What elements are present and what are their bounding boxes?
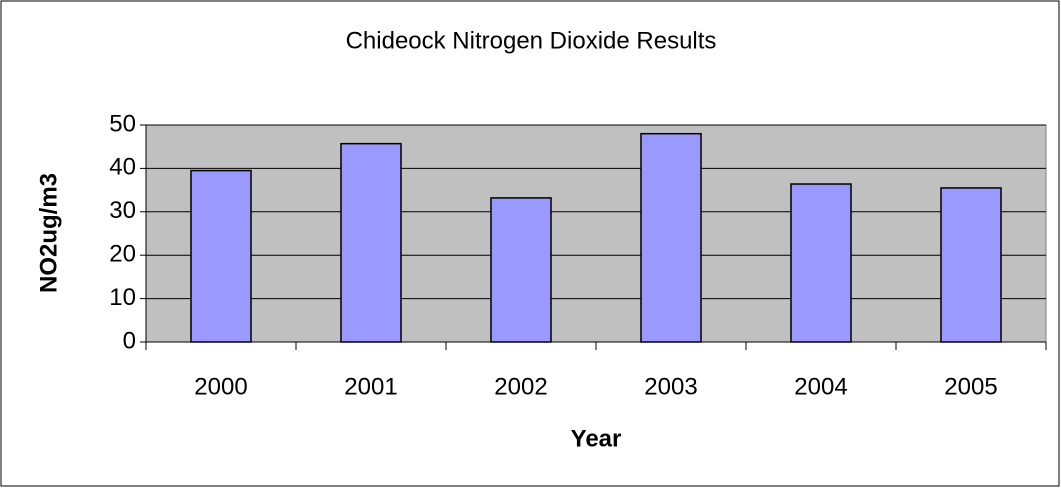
- y-tick-label: 0: [123, 327, 136, 354]
- x-tick-label: 2000: [194, 373, 247, 400]
- chart-title: Chideock Nitrogen Dioxide Results: [346, 27, 717, 54]
- bar: [940, 187, 1002, 343]
- y-tick-label: 50: [109, 110, 136, 137]
- y-tick-label: 20: [109, 241, 136, 268]
- bar: [640, 132, 702, 343]
- x-axis-label: Year: [571, 425, 622, 452]
- bar: [790, 183, 852, 343]
- bar: [340, 142, 402, 343]
- bar: [490, 197, 552, 343]
- y-axis-label: NO2ug/m3: [35, 173, 62, 293]
- plot-area: [145, 124, 1047, 343]
- y-tick-label: 10: [109, 284, 136, 311]
- x-tick-label: 2001: [344, 373, 397, 400]
- x-tick-label: 2004: [794, 373, 847, 400]
- x-tick-label: 2005: [944, 373, 997, 400]
- x-tick-label: 2002: [494, 373, 547, 400]
- y-tick-label: 40: [109, 154, 136, 181]
- bar: [190, 169, 252, 343]
- y-tick-label: 30: [109, 197, 136, 224]
- x-tick-label: 2003: [644, 373, 697, 400]
